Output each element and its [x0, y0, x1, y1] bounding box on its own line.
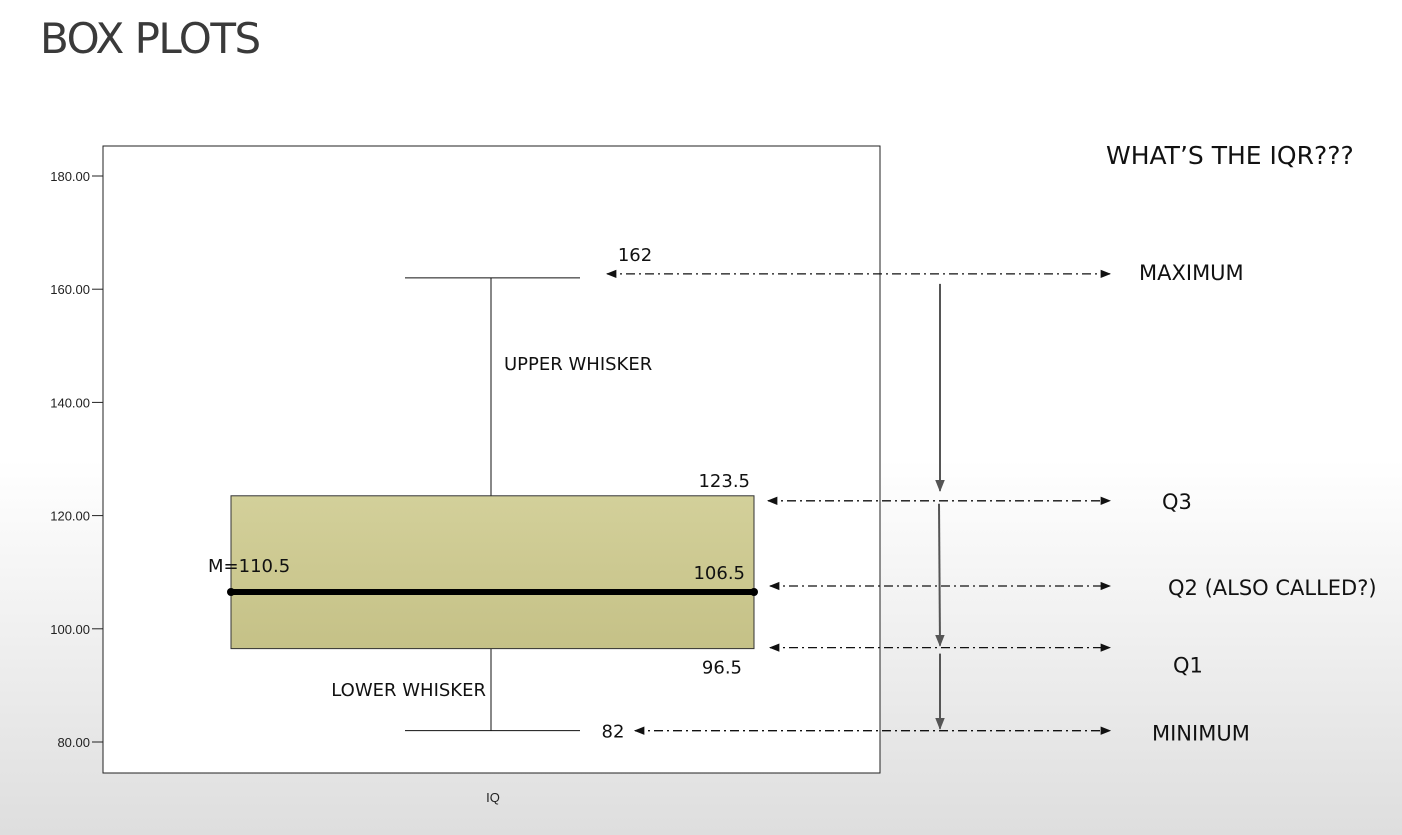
median-value-label: 106.5	[693, 563, 745, 584]
side-label-maximum: MAXIMUM	[1139, 261, 1244, 285]
slide-title: BOX PLOTS	[40, 14, 261, 63]
q1-value-label: 96.5	[702, 658, 742, 679]
y-axis: 80.00 100.00 120.00 140.00 160.00 180.00	[50, 169, 103, 750]
median-end-right	[750, 588, 758, 597]
side-label-q3: Q3	[1162, 490, 1192, 514]
y-tick-label: 80.00	[57, 735, 90, 750]
lower-whisker-label: LOWER WHISKER	[331, 680, 486, 701]
y-tick-label: 180.00	[50, 169, 90, 184]
y-tick-label: 100.00	[50, 622, 90, 637]
q3-value-label: 123.5	[698, 471, 750, 492]
x-tick-label: IQ	[486, 790, 500, 805]
min-value-label: 82	[602, 722, 625, 743]
connector-q3-q1	[935, 503, 945, 647]
max-value-label: 162	[618, 245, 652, 266]
mean-label: M=110.5	[208, 556, 290, 577]
iqr-box	[230, 495, 755, 650]
upper-whisker-label: UPPER WHISKER	[504, 354, 652, 375]
median-end-left	[227, 588, 235, 597]
iqr-question: WHAT’S THE IQR???	[1106, 141, 1354, 170]
side-label-minimum: MINIMUM	[1152, 722, 1250, 746]
y-tick-label: 120.00	[50, 509, 90, 524]
y-tick-label: 160.00	[50, 282, 90, 297]
side-label-q2: Q2 (ALSO CALLED?)	[1168, 576, 1377, 600]
y-tick-label: 140.00	[50, 395, 90, 410]
side-label-q1: Q1	[1173, 654, 1203, 678]
